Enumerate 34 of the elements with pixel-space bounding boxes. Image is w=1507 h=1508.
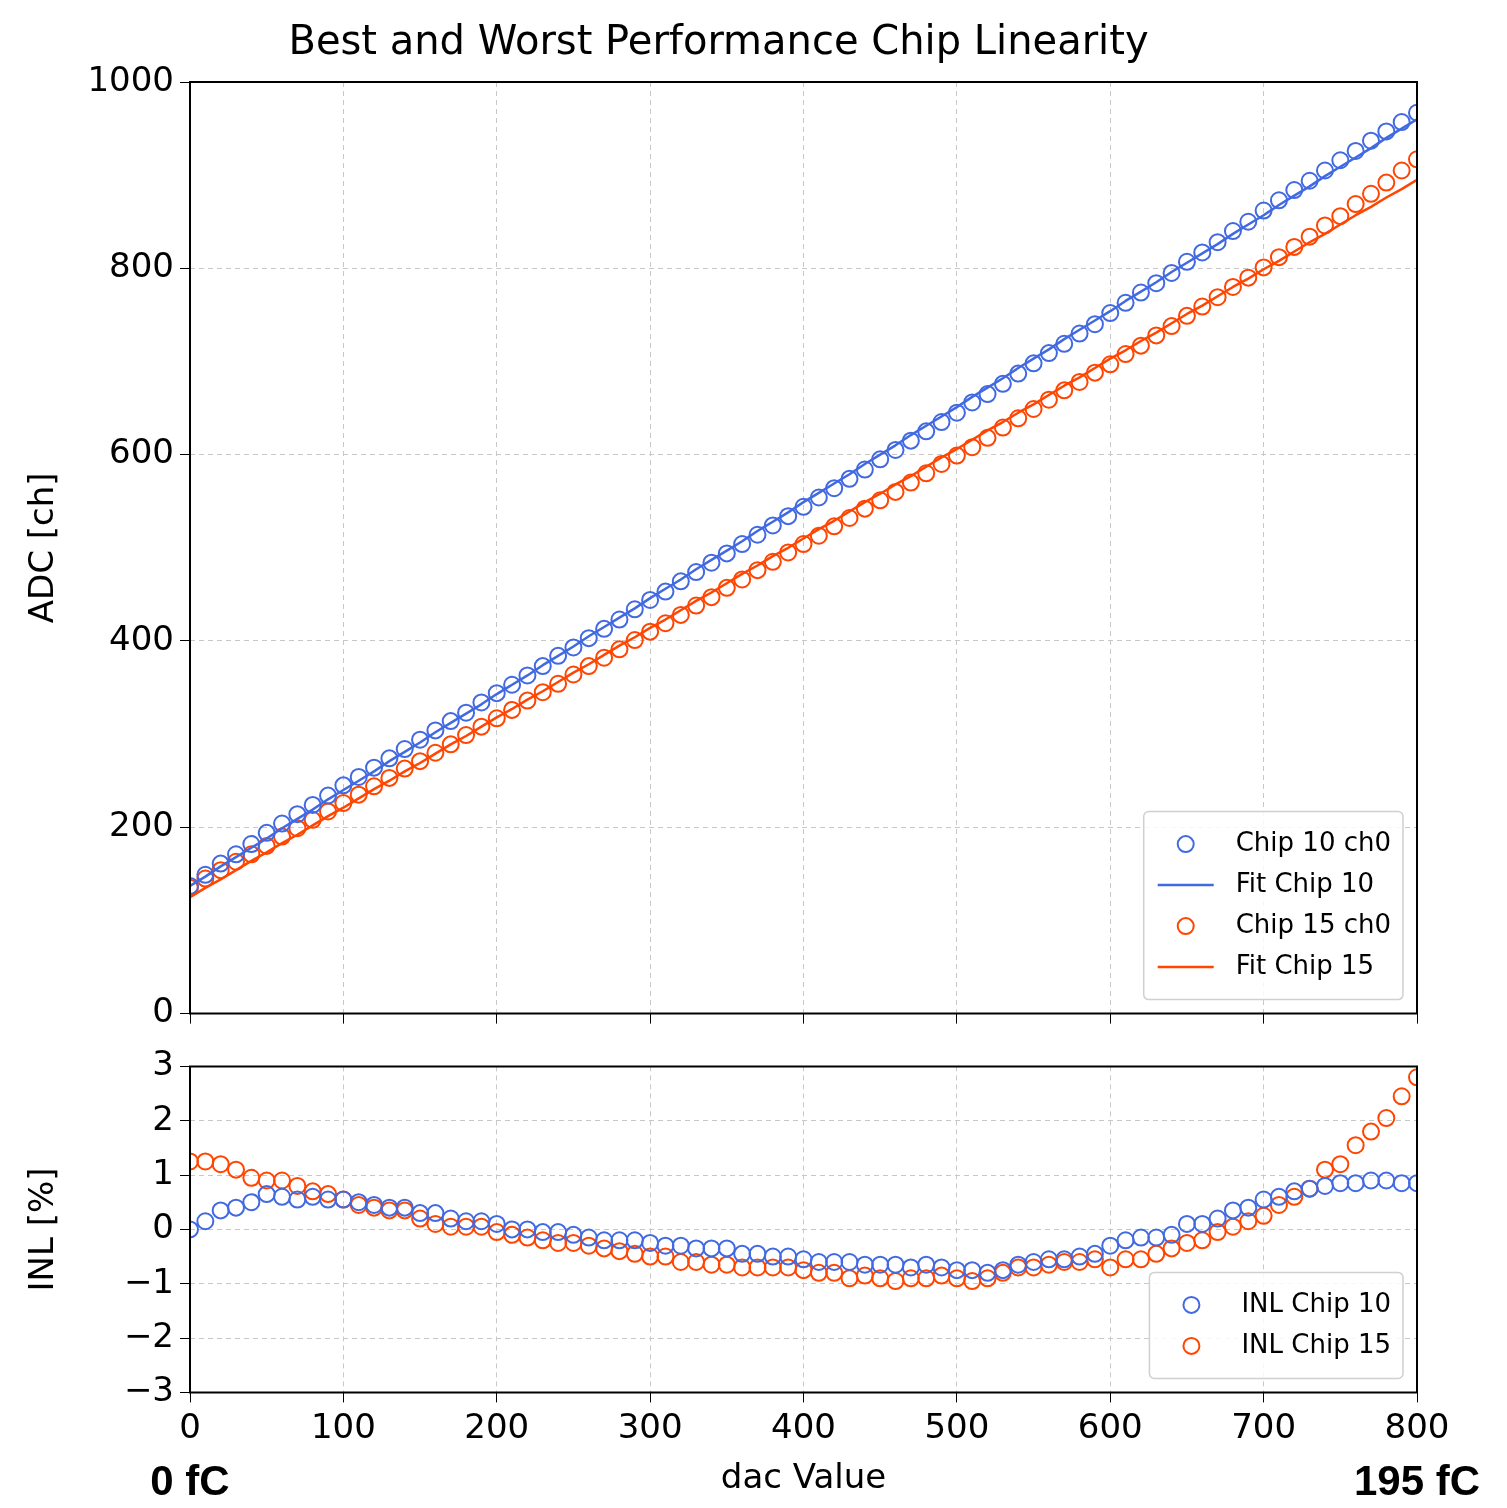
y-tick-label: 800 [109,245,174,286]
y-tick-label: 400 [109,617,174,658]
legend-label: Fit Chip 15 [1235,949,1375,980]
y-tick-label: 0 [152,990,174,1031]
x-tick-label: 300 [617,1405,683,1446]
x-tick-label: 600 [1077,1405,1143,1446]
y-tick-label: −3 [123,1369,174,1410]
y-tick-label: 1000 [87,58,174,99]
y-tick-label: 200 [109,804,174,845]
y-tick-label: 600 [109,431,174,472]
y-tick-label: 3 [152,1043,174,1084]
y-tick-label: −2 [123,1314,174,1355]
legend-label: Chip 15 ch0 [1235,908,1392,939]
y-tick-label: 0 [152,1206,174,1247]
y-axis-title: INL [%] [21,1167,62,1292]
x-tick-label: 500 [924,1405,990,1446]
legend-label: Fit Chip 10 [1235,867,1375,898]
chart-title: Best and Worst Performance Chip Linearity [288,17,1149,64]
x-tick-label: 700 [1231,1405,1297,1446]
text: 0 fC [150,1456,230,1504]
legend-label: INL Chip 10 [1241,1287,1391,1318]
x-tick-label: 200 [464,1405,530,1446]
x-tick-label: 0 [179,1405,201,1446]
legend-label: INL Chip 15 [1241,1328,1391,1359]
x-tick-label: 400 [771,1405,836,1446]
y-tick-label: −1 [123,1260,174,1301]
y-tick-label: 2 [152,1097,174,1138]
x-tick-label: 100 [310,1405,376,1446]
x-axis-title: dac Value [720,1456,887,1497]
text: 195 fC [1353,1456,1481,1504]
y-tick-label: 1 [152,1151,174,1192]
legend-label: Chip 10 ch0 [1235,826,1392,857]
y-axis-title: ADC [ch] [21,472,62,624]
x-tick-label: 800 [1384,1405,1450,1446]
